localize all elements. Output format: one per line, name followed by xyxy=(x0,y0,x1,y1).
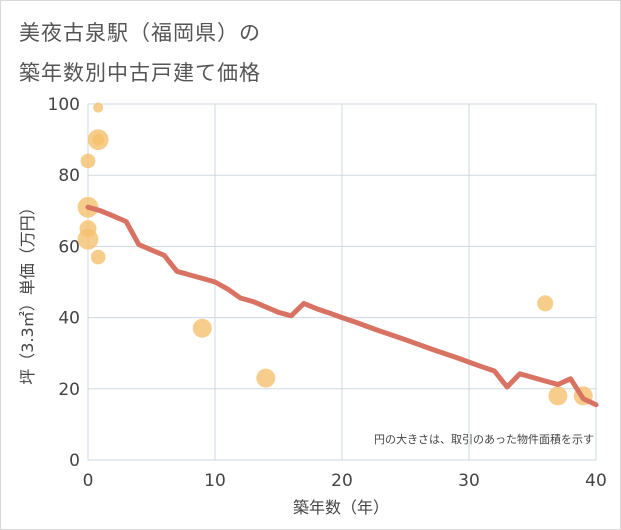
bubble-7 xyxy=(90,249,106,265)
tick-labels: 0 10 20 30 40 0 20 40 60 80 100 xyxy=(48,95,607,491)
size-note: 円の大きさは、取引のあった物件面積を示す xyxy=(374,432,594,446)
bubble-6 xyxy=(92,133,105,146)
x-tick-label-4: 40 xyxy=(585,471,607,491)
x-tick-label-1: 10 xyxy=(204,471,226,491)
bubble-2 xyxy=(79,220,97,238)
y-tick-label-4: 80 xyxy=(58,166,80,186)
x-tick-label-0: 0 xyxy=(83,471,94,491)
x-axis-label: 築年数（年） xyxy=(293,498,389,517)
bubble-4 xyxy=(93,102,104,113)
y-tick-label-2: 40 xyxy=(58,309,80,329)
y-tick-label-5: 100 xyxy=(48,95,80,115)
trend-line xyxy=(85,204,599,408)
x-tick-label-2: 20 xyxy=(331,471,353,491)
y-axis-label: 坪（3.3㎡）単価（万円） xyxy=(18,199,37,384)
bubble-3 xyxy=(80,153,96,169)
chart-title-line-2: 築年数別中古戸建て価格 xyxy=(19,61,261,85)
bubble-9 xyxy=(256,368,276,388)
x-tick-label-3: 30 xyxy=(458,471,480,491)
plot-border xyxy=(87,103,597,461)
bubble-8 xyxy=(192,318,212,338)
bubble-11 xyxy=(548,386,568,406)
y-tick-label-3: 60 xyxy=(58,237,80,257)
y-tick-label-0: 0 xyxy=(69,451,80,471)
bubble-10 xyxy=(537,295,554,312)
chart-title-line-1: 美夜古泉駅（福岡県）の xyxy=(19,21,261,45)
y-tick-label-1: 20 xyxy=(58,380,80,400)
grid xyxy=(87,103,597,461)
